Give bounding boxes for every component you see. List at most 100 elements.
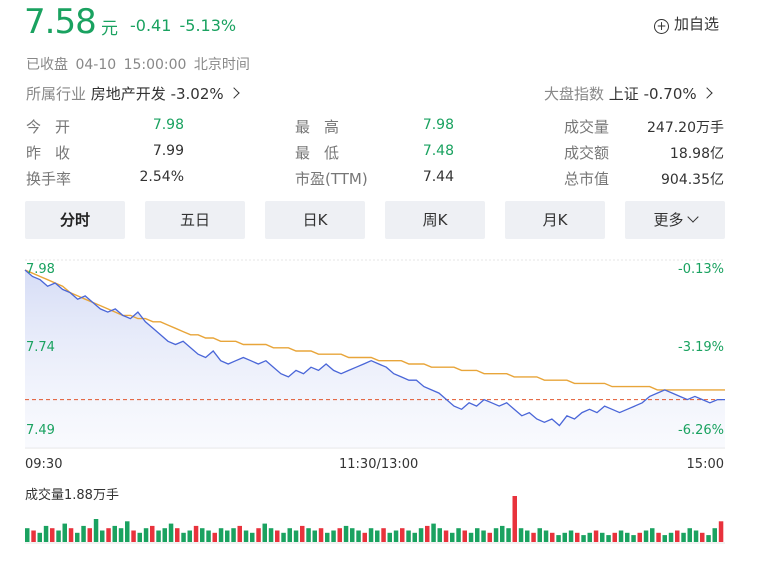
add-watchlist-button[interactable]: + 加自选 <box>654 13 719 34</box>
volume-bar <box>531 532 536 542</box>
index-link[interactable]: 大盘指数 上证 -0.70% <box>544 83 713 104</box>
volume-bar <box>543 530 549 542</box>
volume-bar <box>150 525 155 542</box>
volume-bar <box>600 532 605 542</box>
industry-link[interactable]: 所属行业 房地产开发 -3.02% <box>26 83 240 104</box>
volume-bar <box>118 528 124 542</box>
tab-more[interactable]: 更多 <box>625 201 725 239</box>
y-tick-right-bottom: -6.26% <box>678 423 724 438</box>
tab-daily-k[interactable]: 日K <box>265 201 365 239</box>
volume-bar <box>606 535 611 542</box>
stat-amount-label: 成交额 <box>564 144 610 162</box>
volume-bar <box>250 532 255 542</box>
tab-monthly-k[interactable]: 月K <box>505 201 605 239</box>
stat-high-label: 最高 <box>295 118 354 136</box>
industry-label: 所属行业 <box>26 85 87 103</box>
volume-label: 成交量1.88万手 <box>25 488 119 503</box>
volume-bar <box>575 532 580 542</box>
industry-value: 房地产开发 -3.02% <box>90 85 224 103</box>
volume-bar <box>87 528 92 542</box>
volume-bar <box>393 530 399 542</box>
tab-intraday[interactable]: 分时 <box>25 201 125 239</box>
volume-bar <box>106 528 111 542</box>
y-tick-left-mid: 7.74 <box>26 340 55 355</box>
stat-high-value: 7.98 <box>422 117 454 133</box>
volume-bar <box>387 532 392 542</box>
stat-turnover-value: 2.54% <box>139 169 184 185</box>
volume-bar <box>568 530 574 542</box>
volume-bar <box>418 528 424 542</box>
volume-bar <box>218 528 224 542</box>
price-line <box>24 269 725 427</box>
stat-low-label: 最低 <box>295 144 354 162</box>
y-tick-left-bottom: 7.49 <box>26 423 55 438</box>
volume-bar <box>468 532 474 542</box>
volume-bar <box>581 535 586 542</box>
volume-bar <box>312 530 317 542</box>
volume-bar <box>437 528 442 542</box>
change-value: -0.41 <box>130 16 172 35</box>
tab-more-label: 更多 <box>653 211 684 229</box>
volume-bar <box>293 530 299 542</box>
volume-bar <box>481 530 486 542</box>
x-tick-close: 15:00 <box>686 457 724 472</box>
stat-turnover-label: 换手率 <box>26 170 72 188</box>
add-watchlist-label: 加自选 <box>674 15 720 33</box>
volume-bar <box>400 528 405 542</box>
volume-bar <box>456 528 461 542</box>
average-price-line <box>24 269 725 391</box>
volume-bar <box>306 528 311 542</box>
volume-bar <box>368 528 374 542</box>
stat-open-value: 7.98 <box>152 117 184 133</box>
volume-bar <box>343 525 349 542</box>
volume-bar <box>612 532 617 542</box>
volume-bar <box>175 528 180 542</box>
stat-volume-label: 成交量 <box>564 118 610 136</box>
volume-bar <box>625 532 630 542</box>
volume-bar <box>100 530 105 542</box>
volume-bar <box>287 528 292 542</box>
index-label: 大盘指数 <box>544 85 605 103</box>
volume-bar <box>125 521 130 542</box>
y-tick-right-mid: -3.19% <box>678 340 724 355</box>
volume-bar <box>587 532 592 542</box>
volume-bar <box>512 496 517 542</box>
volume-bar <box>356 530 361 542</box>
tab-5day[interactable]: 五日 <box>145 201 245 239</box>
volume-bar <box>518 528 524 542</box>
price-area-fill <box>25 270 725 448</box>
volume-bar <box>318 528 324 542</box>
volume-bar <box>275 530 280 542</box>
volume-bar <box>562 532 567 542</box>
volume-bar <box>243 530 249 542</box>
volume-bar <box>268 528 274 542</box>
volume-bar <box>237 525 242 542</box>
volume-bar <box>200 528 205 542</box>
stat-open-label: 今开 <box>26 118 85 136</box>
volume-bar <box>50 528 55 542</box>
volume-bar <box>718 521 724 542</box>
volume-bar <box>81 525 86 542</box>
volume-bar <box>231 528 236 542</box>
volume-bar <box>225 530 230 542</box>
volume-bar <box>212 532 217 542</box>
x-tick-midday: 11:30/13:00 <box>339 457 419 472</box>
stat-low-value: 7.48 <box>422 143 454 159</box>
volume-bar <box>643 530 649 542</box>
volume-bar <box>550 532 555 542</box>
stat-pe-value: 7.44 <box>422 169 454 185</box>
tab-weekly-k[interactable]: 周K <box>385 201 485 239</box>
volume-bar <box>431 523 436 542</box>
volume-bar <box>337 528 342 542</box>
volume-bar <box>181 532 186 542</box>
stat-volume-value: 247.20万手 <box>647 120 724 136</box>
volume-bar <box>687 528 692 542</box>
current-price: 7.58 <box>24 2 97 42</box>
plus-circle-icon: + <box>654 19 669 34</box>
stat-amount-value: 18.98亿 <box>669 146 724 162</box>
volume-bar <box>637 532 642 542</box>
volume-bar <box>450 532 455 542</box>
volume-bar <box>375 530 380 542</box>
change-percent: -5.13% <box>179 16 237 35</box>
volume-bar <box>493 528 499 542</box>
